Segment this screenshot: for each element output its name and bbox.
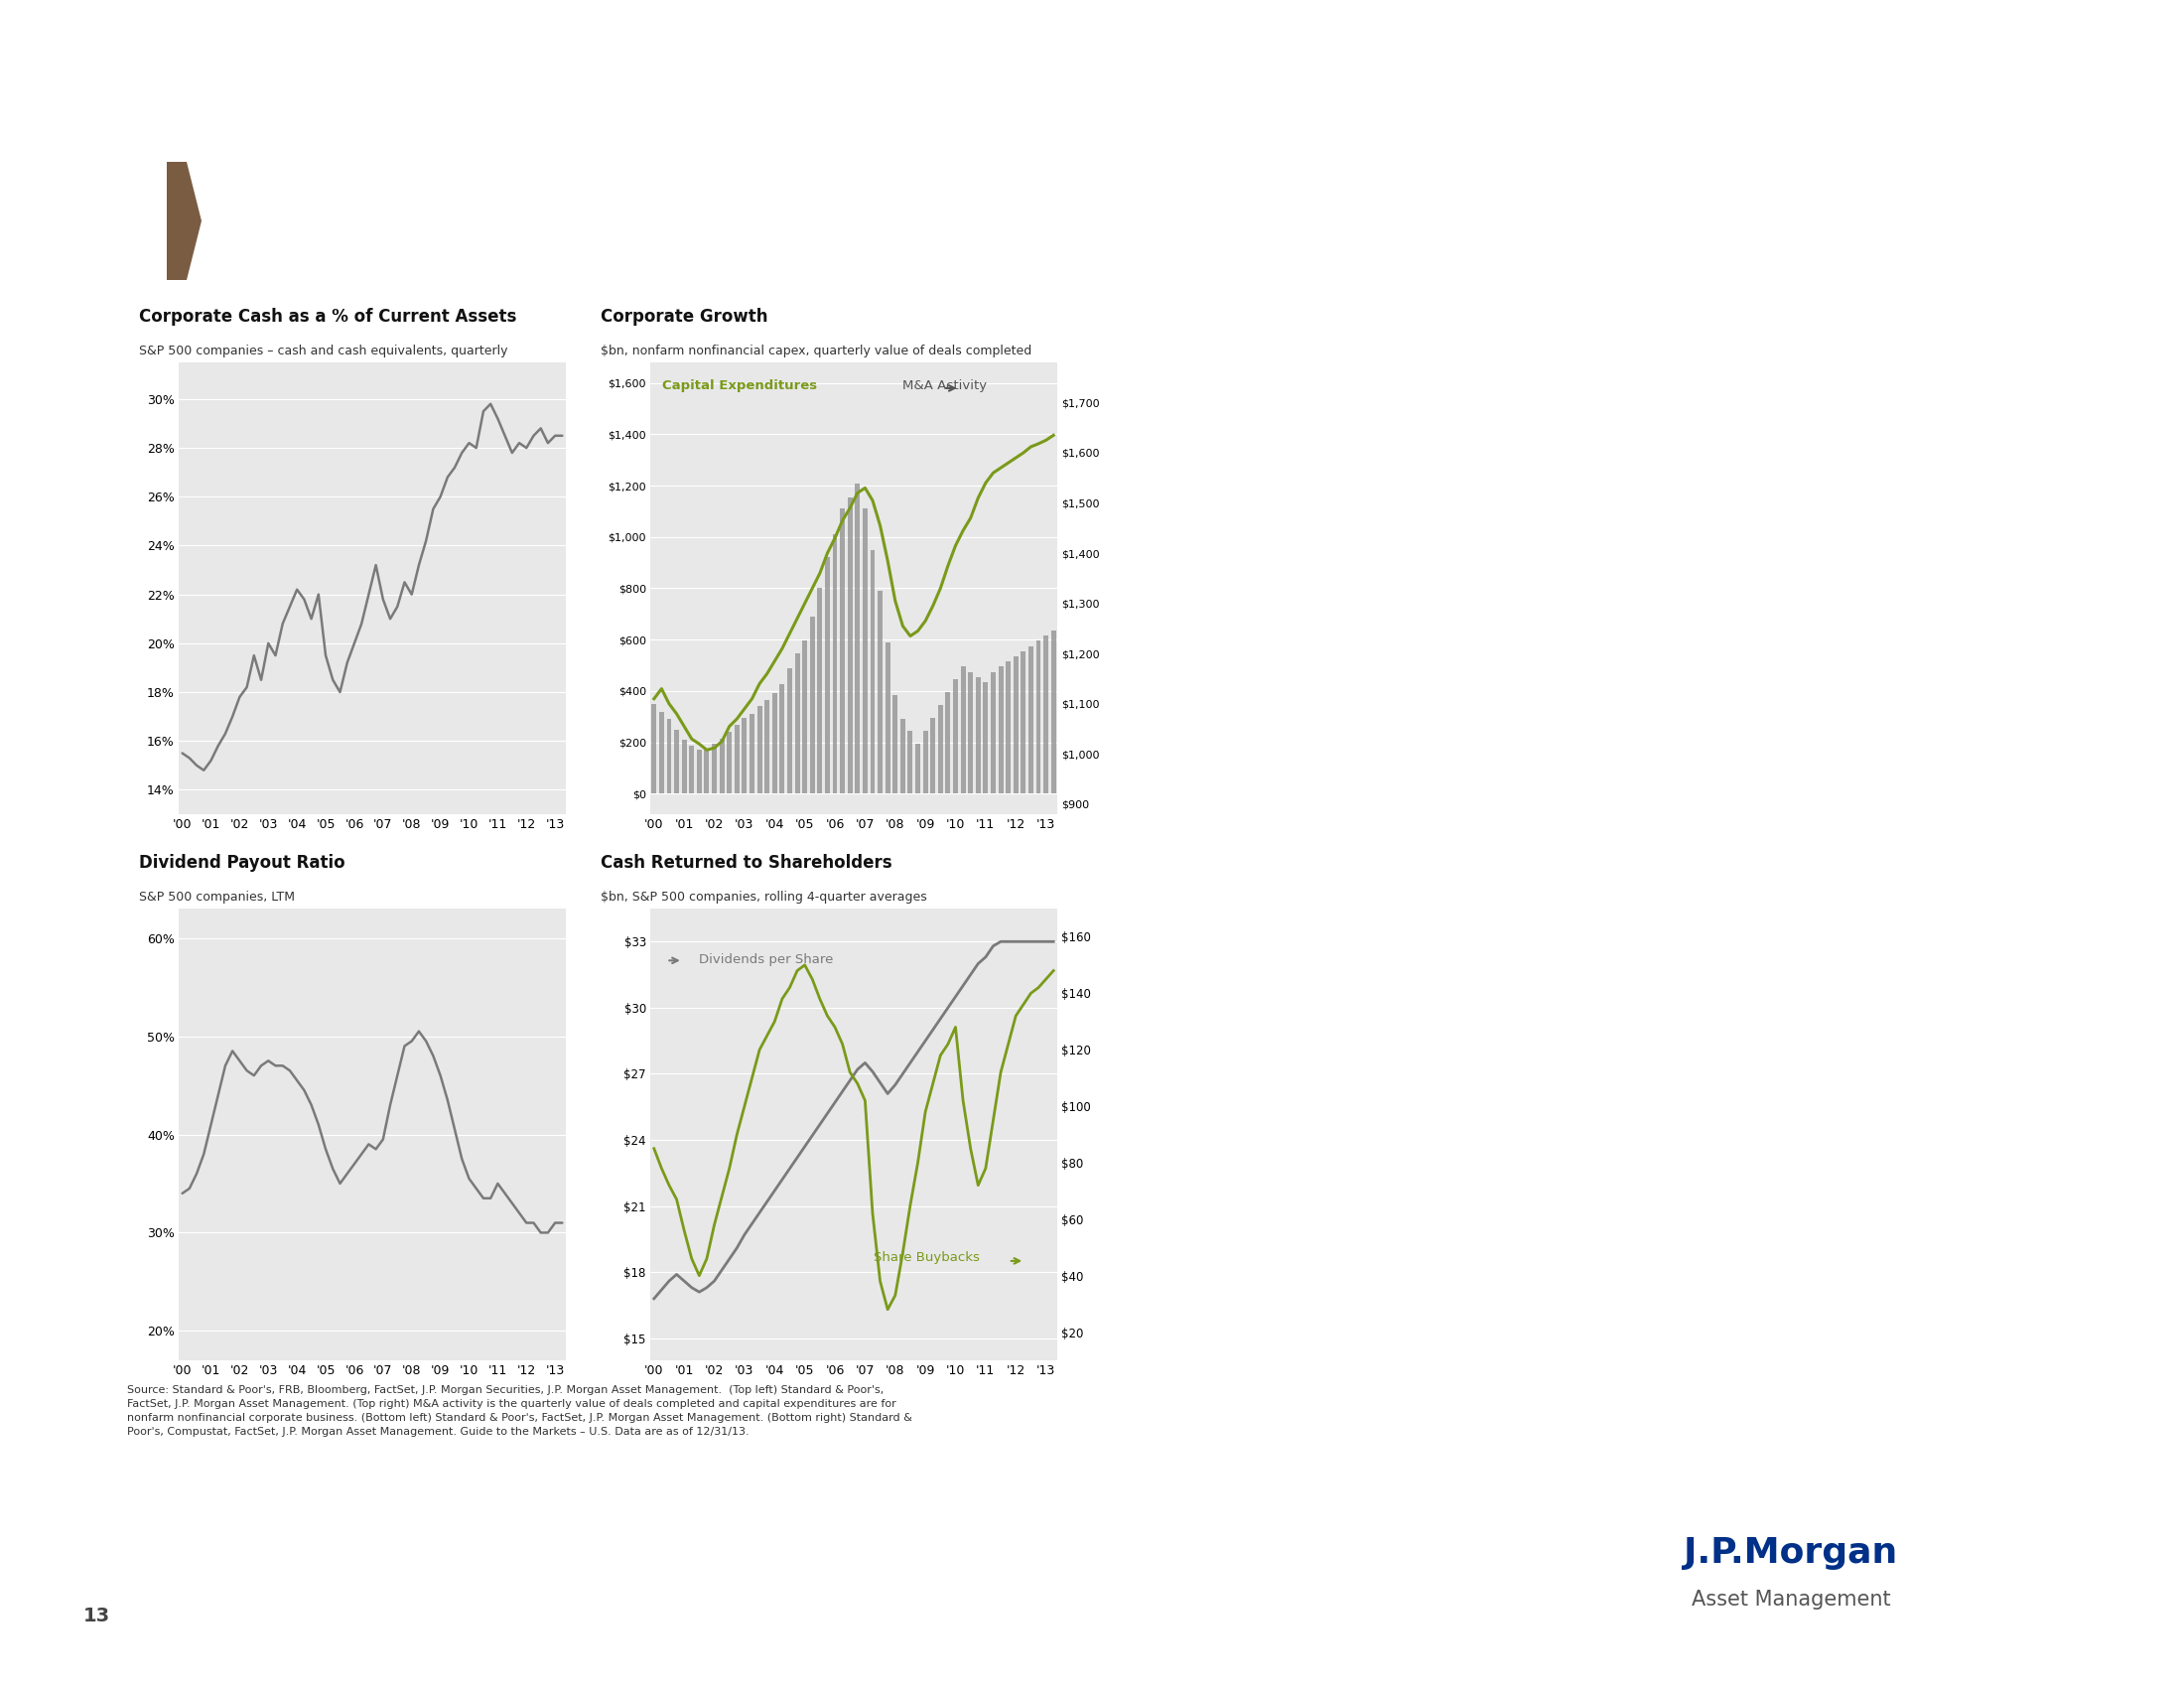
Bar: [660, 712, 664, 793]
Bar: [719, 738, 725, 793]
Bar: [900, 719, 904, 793]
Bar: [749, 714, 753, 793]
Bar: [826, 557, 830, 793]
Text: M&A Activity: M&A Activity: [902, 380, 987, 393]
Bar: [983, 682, 987, 793]
Text: S&P 500 companies, LTM: S&P 500 companies, LTM: [140, 891, 295, 905]
Text: $bn, nonfarm nonfinancial capex, quarterly value of deals completed: $bn, nonfarm nonfinancial capex, quarter…: [601, 344, 1031, 358]
Bar: [743, 717, 747, 793]
Bar: [952, 680, 959, 793]
Bar: [1020, 652, 1026, 793]
Bar: [946, 692, 950, 793]
Bar: [909, 731, 913, 793]
Bar: [727, 733, 732, 793]
Bar: [924, 731, 928, 793]
Bar: [832, 535, 836, 793]
Bar: [786, 668, 793, 793]
Text: J.P.Morgan: J.P.Morgan: [1684, 1536, 1898, 1570]
Text: Corporate Growth: Corporate Growth: [601, 307, 769, 326]
Bar: [869, 550, 876, 793]
Bar: [1007, 662, 1011, 793]
Text: Corporate Cash as a % of Current Assets: Corporate Cash as a % of Current Assets: [140, 307, 518, 326]
Bar: [810, 616, 815, 793]
Text: Cash Returned to Shareholders: Cash Returned to Shareholders: [601, 854, 891, 871]
Bar: [666, 719, 670, 793]
Text: Dividends per Share: Dividends per Share: [699, 952, 834, 966]
Bar: [675, 729, 679, 793]
Bar: [863, 508, 867, 793]
Bar: [1051, 631, 1055, 793]
Bar: [992, 672, 996, 793]
Bar: [734, 724, 740, 793]
Bar: [697, 749, 701, 793]
Bar: [937, 706, 943, 793]
Bar: [764, 701, 769, 793]
Bar: [856, 483, 860, 793]
Bar: [690, 746, 695, 793]
Bar: [773, 694, 778, 793]
Text: Share Buybacks: Share Buybacks: [874, 1251, 981, 1264]
Bar: [1029, 647, 1033, 793]
Bar: [915, 744, 919, 793]
Bar: [681, 739, 686, 793]
Bar: [651, 704, 657, 793]
Bar: [712, 744, 716, 793]
Text: MARKET: MARKET: [76, 199, 146, 214]
Bar: [1013, 657, 1018, 793]
Bar: [893, 695, 898, 793]
Text: Capital Expenditures: Capital Expenditures: [662, 380, 817, 393]
Bar: [961, 667, 965, 793]
Text: $bn, S&P 500 companies, rolling 4-quarter averages: $bn, S&P 500 companies, rolling 4-quarte…: [601, 891, 926, 905]
Bar: [998, 667, 1002, 793]
Bar: [1044, 636, 1048, 793]
Bar: [802, 641, 808, 793]
Bar: [703, 749, 710, 793]
Bar: [847, 498, 852, 793]
Text: Dividend Payout Ratio: Dividend Payout Ratio: [140, 854, 345, 871]
Text: Asset Management: Asset Management: [1690, 1590, 1891, 1610]
Text: Source: Standard & Poor's, FRB, Bloomberg, FactSet, J.P. Morgan Securities, J.P.: Source: Standard & Poor's, FRB, Bloomber…: [127, 1386, 911, 1436]
Bar: [1035, 641, 1042, 793]
Bar: [817, 589, 823, 793]
Bar: [976, 677, 981, 793]
Bar: [930, 717, 935, 793]
Bar: [878, 591, 882, 793]
Text: S&P 500 companies – cash and cash equivalents, quarterly: S&P 500 companies – cash and cash equiva…: [140, 344, 507, 358]
Bar: [968, 672, 974, 793]
Text: INSIGHTS: INSIGHTS: [72, 236, 153, 252]
Text: 13: 13: [83, 1607, 109, 1626]
Text: Deploying Corporate Cash: Deploying Corporate Cash: [511, 206, 909, 235]
Bar: [795, 653, 799, 793]
Bar: [841, 508, 845, 793]
Bar: [885, 641, 891, 793]
Text: Equities: Equities: [83, 743, 100, 830]
Polygon shape: [166, 162, 201, 280]
Bar: [780, 685, 784, 793]
Bar: [758, 706, 762, 793]
